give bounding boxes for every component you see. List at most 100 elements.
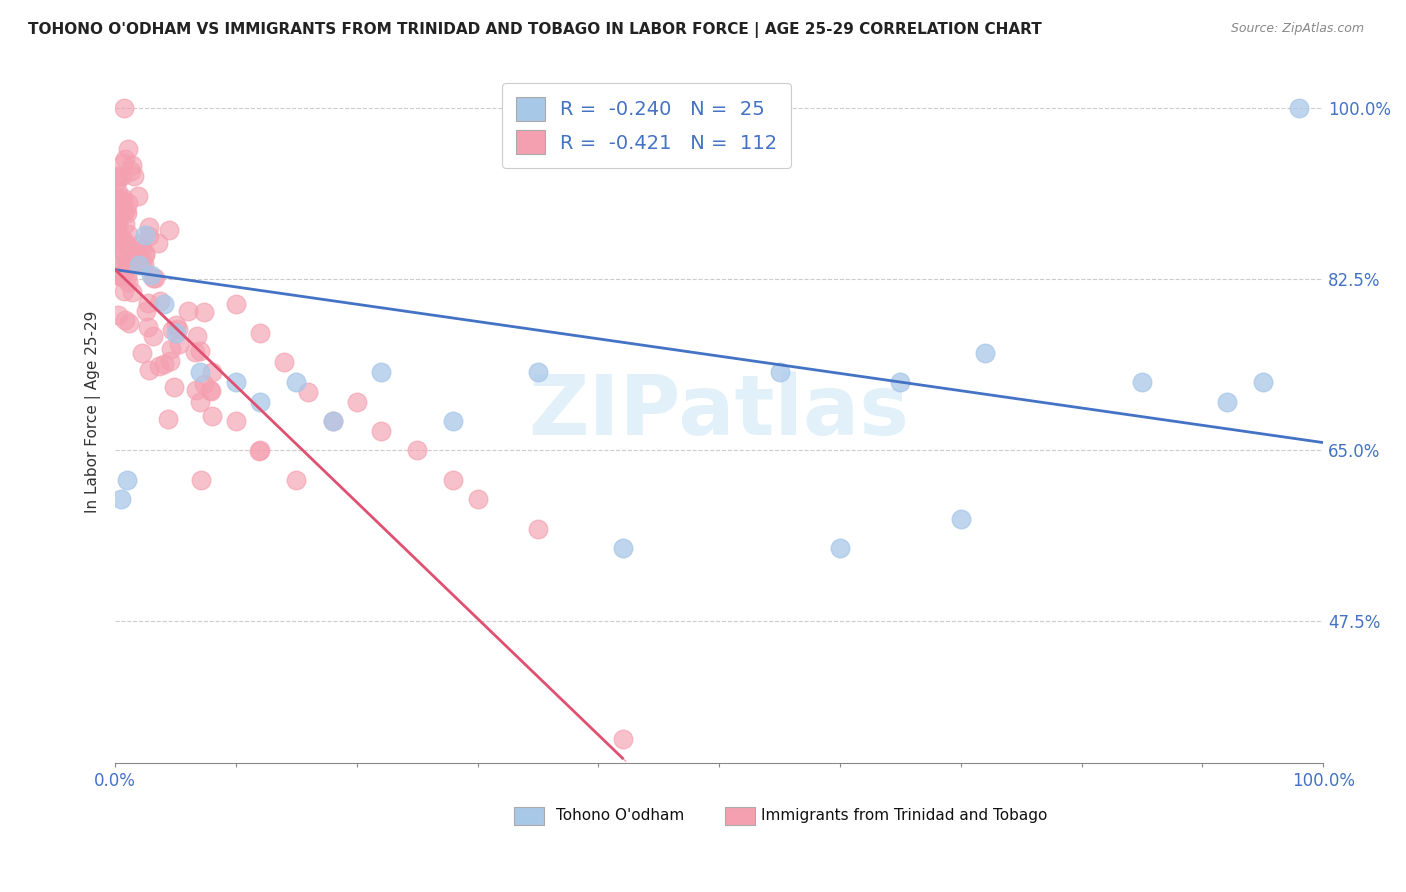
- Point: [117, 473, 139, 487]
- Point: [146, 235, 169, 250]
- Point: [128, 258, 150, 272]
- Text: Immigrants from Trinidad and Tobago: Immigrants from Trinidad and Tobago: [762, 808, 1047, 823]
- Point: [160, 342, 183, 356]
- Point: [527, 365, 550, 379]
- Y-axis label: In Labor Force | Age 25-29: In Labor Force | Age 25-29: [86, 310, 101, 513]
- Point: [117, 259, 139, 273]
- Point: [184, 345, 207, 359]
- Point: [157, 412, 180, 426]
- Point: [135, 304, 157, 318]
- Point: [117, 195, 139, 210]
- Point: [111, 245, 134, 260]
- Point: [107, 308, 129, 322]
- Point: [201, 365, 224, 379]
- Point: [110, 269, 132, 284]
- Point: [124, 244, 146, 258]
- Point: [108, 268, 131, 282]
- Point: [142, 271, 165, 285]
- Point: [467, 492, 489, 507]
- Point: [160, 323, 183, 337]
- Point: [117, 227, 139, 241]
- Point: [121, 252, 143, 267]
- Point: [105, 174, 128, 188]
- Point: [111, 193, 134, 207]
- Point: [152, 297, 174, 311]
- Point: [193, 377, 215, 392]
- Point: [249, 394, 271, 409]
- Point: [186, 329, 208, 343]
- Point: [105, 227, 128, 241]
- Point: [107, 268, 129, 283]
- Point: [406, 443, 429, 458]
- Point: [107, 218, 129, 232]
- FancyBboxPatch shape: [725, 807, 755, 825]
- Point: [129, 237, 152, 252]
- Point: [225, 297, 247, 311]
- Point: [193, 305, 215, 319]
- Point: [141, 268, 163, 282]
- Point: [110, 492, 132, 507]
- Point: [127, 256, 149, 270]
- Point: [188, 343, 211, 358]
- Point: [110, 202, 132, 216]
- Point: [1215, 394, 1237, 409]
- Point: [114, 153, 136, 167]
- Point: [149, 293, 172, 308]
- Point: [165, 326, 187, 340]
- Point: [134, 248, 156, 262]
- Point: [249, 326, 271, 340]
- Point: [115, 206, 138, 220]
- Point: [1130, 375, 1153, 389]
- Point: [167, 336, 190, 351]
- Point: [117, 142, 139, 156]
- Point: [131, 257, 153, 271]
- Text: Tohono O'odham: Tohono O'odham: [557, 808, 685, 823]
- Point: [190, 473, 212, 487]
- Point: [115, 237, 138, 252]
- Point: [112, 205, 135, 219]
- Point: [249, 443, 271, 458]
- Point: [120, 163, 142, 178]
- Point: [441, 473, 464, 487]
- Point: [111, 169, 134, 183]
- Point: [1288, 102, 1310, 116]
- Point: [114, 312, 136, 326]
- Legend: R =  -0.240   N =  25, R =  -0.421   N =  112: R = -0.240 N = 25, R = -0.421 N = 112: [502, 83, 792, 168]
- Point: [441, 414, 464, 428]
- Point: [127, 189, 149, 203]
- Point: [768, 365, 790, 379]
- Point: [148, 359, 170, 374]
- Point: [612, 541, 634, 555]
- Point: [159, 353, 181, 368]
- Point: [285, 473, 308, 487]
- Point: [111, 247, 134, 261]
- Point: [225, 414, 247, 428]
- Point: [346, 394, 368, 409]
- Point: [201, 409, 224, 424]
- Point: [184, 383, 207, 397]
- Point: [105, 227, 128, 242]
- Point: [176, 304, 198, 318]
- Point: [111, 233, 134, 247]
- Point: [107, 186, 129, 200]
- Point: [114, 257, 136, 271]
- Point: [115, 202, 138, 217]
- Point: [105, 190, 128, 204]
- Point: [273, 355, 295, 369]
- Point: [114, 264, 136, 278]
- Point: [134, 246, 156, 260]
- Point: [134, 228, 156, 243]
- Point: [157, 223, 180, 237]
- Point: [131, 346, 153, 360]
- Point: [322, 414, 344, 428]
- Point: [200, 384, 222, 398]
- Point: [188, 365, 211, 379]
- Point: [828, 541, 851, 555]
- Point: [107, 264, 129, 278]
- Point: [225, 375, 247, 389]
- Point: [138, 363, 160, 377]
- Text: TOHONO O'ODHAM VS IMMIGRANTS FROM TRINIDAD AND TOBAGO IN LABOR FORCE | AGE 25-29: TOHONO O'ODHAM VS IMMIGRANTS FROM TRINID…: [28, 22, 1042, 38]
- Point: [167, 321, 190, 335]
- Point: [112, 232, 135, 246]
- Point: [112, 102, 135, 116]
